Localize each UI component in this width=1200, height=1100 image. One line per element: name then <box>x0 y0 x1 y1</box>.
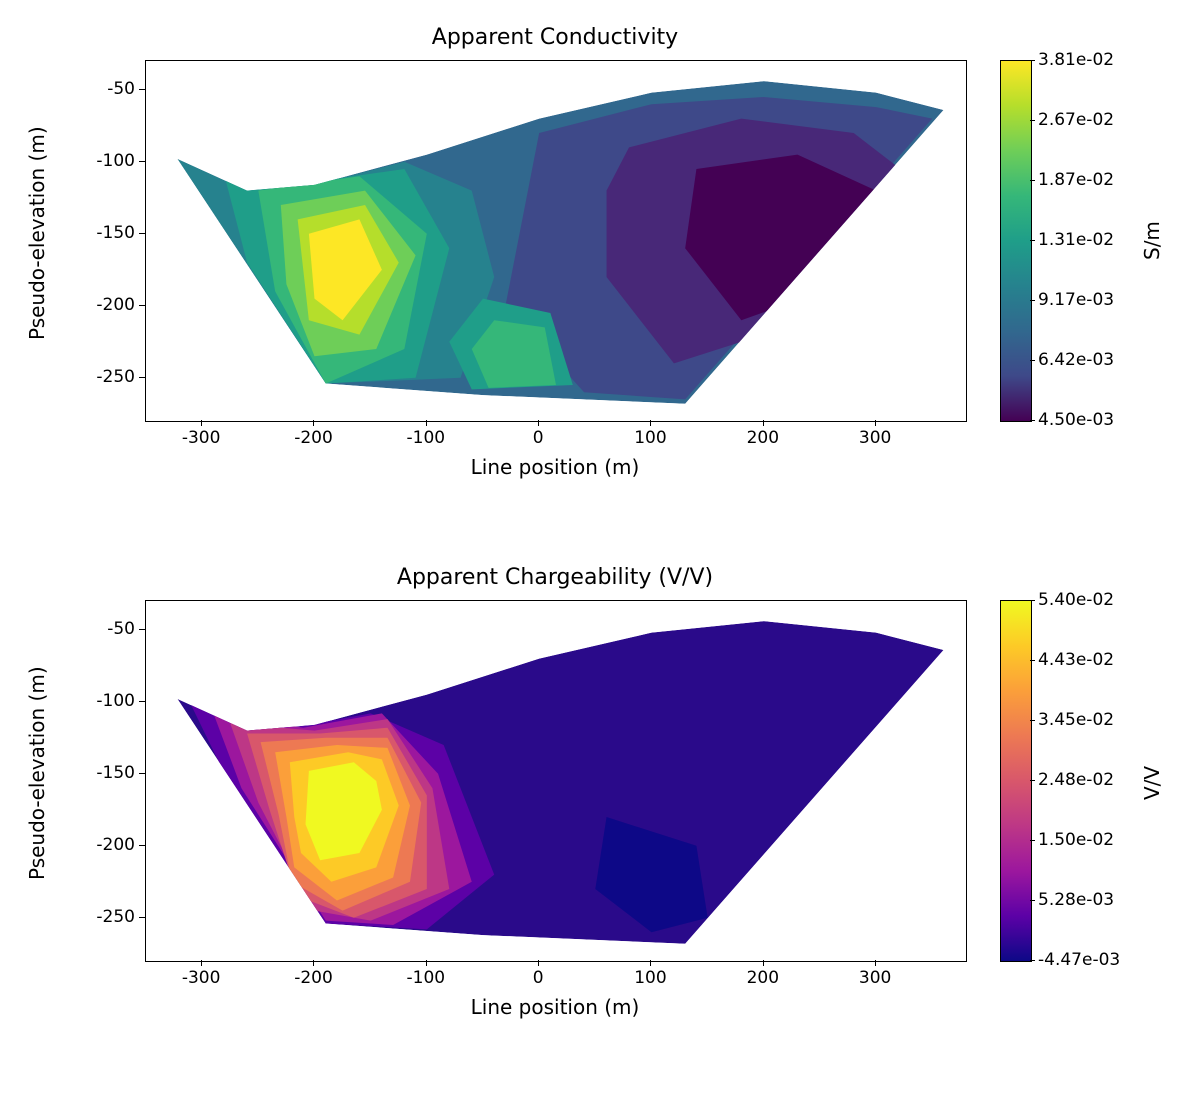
conductivity-ytick: -100 <box>80 151 135 171</box>
chargeability-cbar-tick: 4.43e-02 <box>1038 650 1114 670</box>
chargeability-cbar-tick: -4.47e-03 <box>1038 950 1120 970</box>
chargeability-ytick: -50 <box>80 619 135 639</box>
chargeability-xtick: -300 <box>176 968 226 988</box>
conductivity-cbar-tick: 2.67e-02 <box>1038 110 1114 130</box>
chargeability-xtick: -200 <box>288 968 338 988</box>
conductivity-cbar-tick: 1.31e-02 <box>1038 230 1114 250</box>
conductivity-xtick: -100 <box>401 428 451 448</box>
chargeability-xtick: 200 <box>738 968 788 988</box>
conductivity-xtick: 100 <box>625 428 675 448</box>
conductivity-ylabel: Pseudo-elevation (m) <box>25 126 49 340</box>
conductivity-plot-area <box>145 60 967 422</box>
chargeability-ytick: -100 <box>80 691 135 711</box>
chargeability-ytick: -200 <box>80 835 135 855</box>
chargeability-cbar-tick: 3.45e-02 <box>1038 710 1114 730</box>
chargeability-xlabel: Line position (m) <box>145 995 965 1019</box>
conductivity-pseudosection <box>146 61 966 421</box>
conductivity-colorbar <box>1000 60 1032 422</box>
chargeability-cbar-tick: 1.50e-02 <box>1038 830 1114 850</box>
conductivity-xtick: -300 <box>176 428 226 448</box>
conductivity-cbar-tick: 3.81e-02 <box>1038 50 1114 70</box>
chargeability-cbar-unit: V/V <box>1140 766 1164 800</box>
conductivity-cbar-tick: 6.42e-03 <box>1038 350 1114 370</box>
chargeability-ytick: -150 <box>80 763 135 783</box>
conductivity-ytick: -50 <box>80 79 135 99</box>
conductivity-cbar-tick: 4.50e-03 <box>1038 410 1114 430</box>
conductivity-ytick: -150 <box>80 223 135 243</box>
chargeability-xtick: 0 <box>513 968 563 988</box>
conductivity-cbar-tick: 1.87e-02 <box>1038 170 1114 190</box>
chargeability-colorbar <box>1000 600 1032 962</box>
conductivity-ytick: -250 <box>80 367 135 387</box>
conductivity-title: Apparent Conductivity <box>145 25 965 50</box>
conductivity-xtick: -200 <box>288 428 338 448</box>
chargeability-plot-area <box>145 600 967 962</box>
conductivity-ytick: -200 <box>80 295 135 315</box>
chargeability-cbar-tick: 5.40e-02 <box>1038 590 1114 610</box>
conductivity-xtick: 0 <box>513 428 563 448</box>
conductivity-xtick: 200 <box>738 428 788 448</box>
chargeability-xtick: 300 <box>850 968 900 988</box>
chargeability-cbar-tick: 5.28e-03 <box>1038 890 1114 910</box>
chargeability-xtick: -100 <box>401 968 451 988</box>
conductivity-cbar-tick: 9.17e-03 <box>1038 290 1114 310</box>
chargeability-title: Apparent Chargeability (V/V) <box>145 565 965 590</box>
conductivity-cbar-unit: S/m <box>1140 221 1164 260</box>
chargeability-xtick: 100 <box>625 968 675 988</box>
conductivity-xlabel: Line position (m) <box>145 455 965 479</box>
chargeability-ytick: -250 <box>80 907 135 927</box>
chargeability-pseudosection <box>146 601 966 961</box>
chargeability-ylabel: Pseudo-elevation (m) <box>25 666 49 880</box>
chargeability-cbar-tick: 2.48e-02 <box>1038 770 1114 790</box>
conductivity-xtick: 300 <box>850 428 900 448</box>
